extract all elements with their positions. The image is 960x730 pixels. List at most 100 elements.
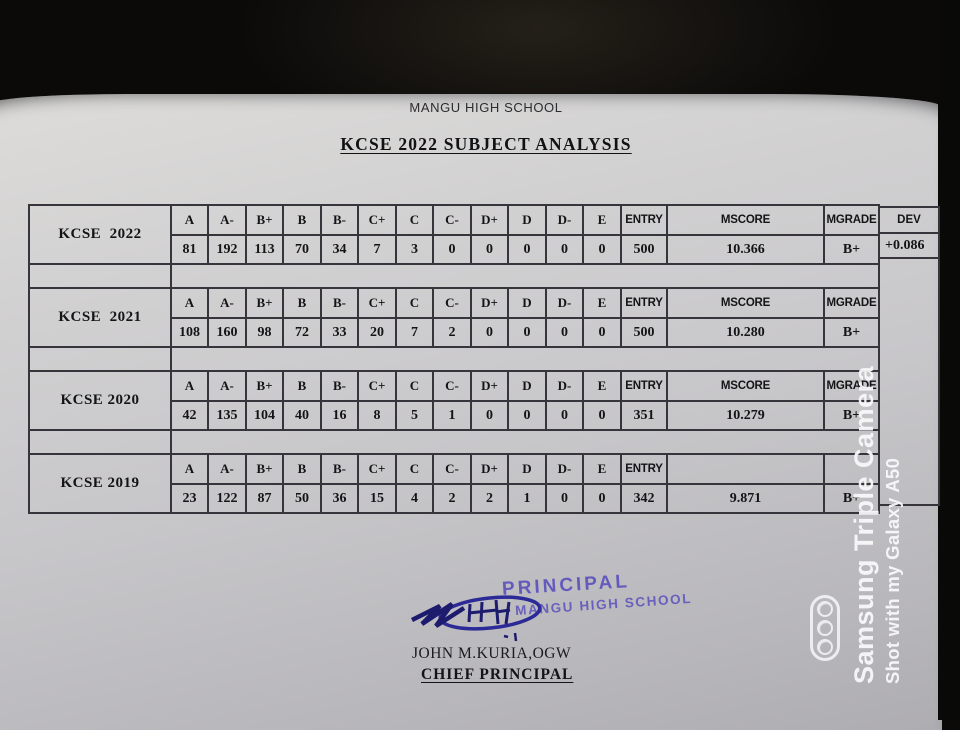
grade-header-cell: A- [207,453,247,485]
grade-header-cell: A [170,453,209,485]
photo-backdrop-right [938,0,960,720]
mgrade-value-cell: B+ [823,317,880,348]
grade-header-cell: B [282,453,322,485]
watermark-camera-text: Samsung Triple Camera [849,365,879,684]
signatory-title: CHIEF PRINCIPAL [421,666,574,683]
grade-count-cell: 0 [582,234,622,265]
school-name-header: MANGU HIGH SCHOOL [409,100,563,115]
kcse-results-table: DEV +0.086 KCSE 2022 A A- B+ B B- C+ C C- D+ D D- E E… [28,204,940,514]
grade-header-cell: D [507,370,547,402]
grade-count-cell: 113 [245,234,284,265]
grade-count-cell: 0 [507,400,547,431]
grade-count-cell: 0 [582,400,622,431]
grade-header-cell: B [282,287,322,319]
grade-header-cell: B [282,204,322,236]
separator-label-cell [28,263,172,289]
grade-count-cell: 50 [282,483,322,514]
mscore-value-cell: 9.871 [666,483,825,514]
entry-header-cell: ENTRY [620,204,668,236]
grade-header-cell: D [507,287,547,319]
separator-body-cell [170,346,880,372]
separator-body-cell [170,263,880,289]
grade-header-cell: C+ [357,453,397,485]
grade-header-cell: C- [432,453,472,485]
year-label: KCSE 2020 [28,370,172,431]
grade-header-cell: A [170,287,209,319]
grade-count-cell: 0 [582,483,622,514]
grade-count-cell: 0 [545,234,584,265]
mscore-header-cell [666,453,825,485]
grade-count-cell: 2 [432,317,472,348]
grade-header-cell: D [507,204,547,236]
dev-column-header: DEV [880,208,938,234]
grade-count-cell: 42 [170,400,209,431]
grade-count-cell: 0 [582,317,622,348]
mscore-header-cell: MSCORE [666,370,825,402]
grade-count-cell: 108 [170,317,209,348]
grade-count-cell: 23 [170,483,209,514]
grade-header-cell: A [170,370,209,402]
grade-header-cell: D- [545,204,584,236]
grade-header-cell: A- [207,287,247,319]
mgrade-header-cell: MGRADE [823,370,880,402]
mgrade-value-cell: B+ [823,483,880,514]
grade-header-cell: C+ [357,370,397,402]
grade-count-cell: 0 [470,234,509,265]
grade-count-cell: 4 [395,483,434,514]
grade-header-cell: B- [320,287,359,319]
signature-scribble [410,595,542,642]
camera-lens-icon [817,601,833,617]
kcse-year-block: KCSE 2019 A A- B+ B B- C+ C C- D+ D D- E ENTRY 23 122 87… [28,453,880,514]
dev-value-2022: +0.086 [880,234,938,259]
grade-count-cell: 0 [545,483,584,514]
kcse-year-block: KCSE 2021 A A- B+ B B- C+ C C- D+ D D- E ENTRY MSCORE M… [28,287,880,348]
grade-count-cell: 135 [207,400,247,431]
grade-count-cell: 40 [282,400,322,431]
grade-header-cell: E [582,204,622,236]
year-label: KCSE 2021 [28,287,172,348]
grade-count-cell: 0 [507,234,547,265]
mgrade-header-cell: MGRADE [823,287,880,319]
grade-count-cell: 87 [245,483,284,514]
grade-header-cell: B+ [245,453,284,485]
mgrade-header-cell: MGRADE [823,204,880,236]
entry-value-cell: 342 [620,483,668,514]
grade-header-cell: B+ [245,204,284,236]
grade-count-cell: 0 [470,317,509,348]
grade-count-cell: 122 [207,483,247,514]
grade-count-cell: 3 [395,234,434,265]
grade-count-cell: 72 [282,317,322,348]
grade-header-cell: D- [545,287,584,319]
grade-header-cell: E [582,453,622,485]
grade-header-cell: B+ [245,370,284,402]
grade-count-cell: 5 [395,400,434,431]
grade-count-cell: 160 [207,317,247,348]
mscore-header-cell: MSCORE [666,204,825,236]
grade-header-cell: D+ [470,287,509,319]
signatory-name: JOHN M.KURIA,OGW [412,645,572,662]
entry-value-cell: 500 [620,317,668,348]
grade-count-cell: 7 [395,317,434,348]
grade-header-cell: C [395,453,434,485]
entry-header-cell: ENTRY [620,287,668,319]
page-title: KCSE 2022 SUBJECT ANALYSIS [340,134,632,154]
grade-count-cell: 1 [432,400,472,431]
grade-header-cell: C [395,287,434,319]
kcse-year-block: KCSE 2020 A A- B+ B B- C+ C C- D+ D D- E ENTRY MSCORE M… [28,370,880,431]
camera-lens-icon [817,620,833,636]
mgrade-header-cell [823,453,880,485]
grade-count-cell: 2 [432,483,472,514]
grade-header-cell: B [282,370,322,402]
grade-header-cell: A [170,204,209,236]
entry-value-cell: 500 [620,234,668,265]
separator-label-cell [28,429,172,455]
entry-header-cell: ENTRY [620,370,668,402]
grade-header-cell: E [582,370,622,402]
entry-value-cell: 351 [620,400,668,431]
grade-header-cell: A- [207,370,247,402]
mscore-value-cell: 10.280 [666,317,825,348]
grade-header-cell: D- [545,370,584,402]
triple-camera-icon [810,595,840,661]
camera-lens-icon [817,639,833,655]
